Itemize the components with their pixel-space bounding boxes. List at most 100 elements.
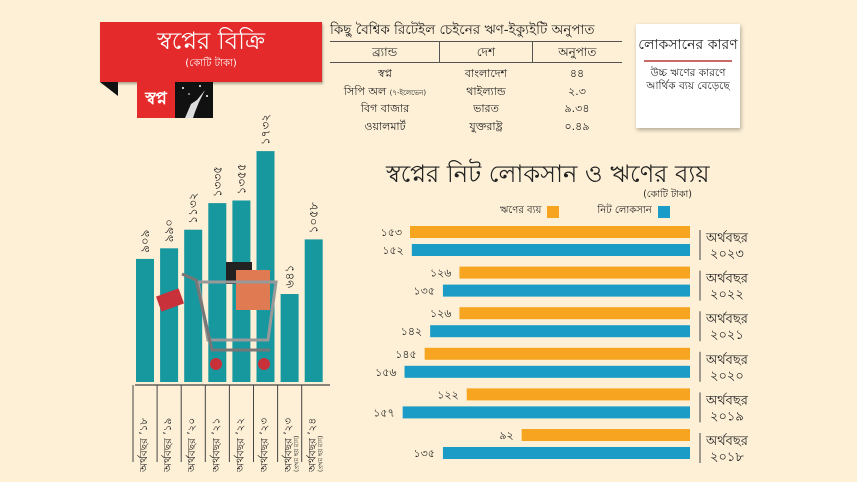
net-loss-value-label: ১৫৬ (375, 366, 396, 379)
sales-category-label: অর্থবছর ’১৮ (137, 418, 150, 473)
debt-cost-value-label: ১২২ (437, 388, 458, 401)
year-label-line2: ২০১৯ (710, 409, 744, 424)
sales-bar (256, 151, 275, 382)
sales-category-label: অর্থবছর ’২১ (209, 418, 222, 473)
year-label-line1: অর্থবছর (705, 230, 749, 246)
sales-value-label: ১১৩২ (186, 193, 200, 224)
net-loss-value-label: ১৩৫ (414, 285, 435, 298)
table-body: স্বপ্ন বাংলাদেশ ৪৪ সিপি অল (৭-ইলেভেন) থাইল্… (330, 63, 622, 136)
year-label-line1: অর্থবছর (705, 392, 749, 408)
legend-label-net-loss: নিট লোকসান (597, 205, 652, 216)
year-label-line1: অর্থবছর (705, 352, 749, 368)
legend: ঋণের ব্যয় নিট লোকসান (500, 203, 670, 220)
sales-value-label: ৯৯০ (162, 219, 176, 242)
sales-category-note: (প্রথম ছয় মাস) (318, 436, 325, 472)
cell-country: বাংলাদেশ (464, 67, 508, 80)
loss-chart-unit: (কোটি টাকা) (643, 189, 692, 200)
loss-reason-divider (644, 60, 732, 62)
year-label-line2: ২০১৮ (710, 450, 744, 465)
net-loss-value-label: ১৪২ (401, 325, 422, 338)
cell-ratio: ৪৪ (569, 67, 585, 80)
loss-bar-chart: ১৫৩১৫২অর্থবছর২০২৩১২৬১৩৫অর্থবছর২০২২১২৬১৪২… (373, 226, 749, 465)
year-label-line2: ২০২২ (710, 288, 744, 303)
net-loss-bar (442, 284, 690, 297)
sales-value-label: ১০৫৮ (307, 202, 321, 233)
sales-bar (208, 203, 227, 382)
cell-brand: সিপি অল (৭-ইলেভেন) (330, 84, 440, 102)
sales-category-label: অর্থবছর ’২৪ (306, 418, 319, 473)
table-rule (330, 41, 622, 42)
cell-brand: স্বপ্ন (330, 66, 440, 84)
table-row: স্বপ্ন বাংলাদেশ ৪৪ (330, 66, 622, 84)
debt-cost-value-label: ১২৬ (430, 307, 451, 320)
header-country: দেশ (439, 42, 533, 62)
year-label-line1: অর্থবছর (705, 271, 749, 287)
sales-bar-chart: ৯০৯ অর্থবছর ’১৮ ৯৯০ অর্থবছর ’১৯ ১১৩২ অর্থবছর … (132, 114, 330, 473)
year-label-line1: অর্থবছর (705, 311, 749, 327)
red-bag (155, 288, 185, 312)
debt-cost-bar (466, 388, 690, 401)
net-loss-value-label: ১৩৫ (414, 447, 435, 460)
year-label-line2: ২০২১ (710, 328, 744, 343)
net-loss-bar (430, 325, 690, 338)
cart-wheel (210, 358, 222, 370)
shopping-bag (236, 270, 270, 310)
debt-cost-bar (459, 307, 690, 320)
sales-category-label: অর্থবছর ’১৯ (161, 418, 174, 473)
brand-name: বিগ বাজার (360, 102, 410, 115)
table-header-row: ব্র্যান্ড দেশ অনুপাত (330, 42, 622, 63)
cart-wheel (258, 358, 270, 370)
sales-category-note: (প্রথম ছয় মাস) (294, 436, 301, 472)
header-brand: ব্র্যান্ড (372, 45, 398, 59)
brand-note: (৭-ইলেভেন) (389, 88, 427, 97)
year-label-line2: ২০২৩ (710, 247, 744, 262)
cart-frame (181, 272, 270, 352)
debt-cost-bar (459, 266, 690, 279)
logo-text: স্বপ্ন (137, 82, 175, 118)
cell-country: যুক্তরাষ্ট্র (469, 119, 503, 133)
debt-cost-value-label: ১৫৩ (381, 226, 402, 239)
header-ratio: অনুপাত (558, 45, 597, 59)
cell-country: ভারত (473, 102, 499, 115)
banner-fold (100, 82, 118, 96)
loss-chart-title: স্বপ্নের নিট লোকসান ও ঋণের ব্যয় (386, 160, 710, 188)
sales-category-label: অর্থবছর ’২২ (233, 418, 246, 473)
cell-brand: বিগ বাজার (330, 101, 440, 119)
sales-bar (160, 248, 179, 382)
loss-reason-box: লোকসানের কারণ উচ্চ ঋণের কারণে আর্থিক ব্য… (636, 24, 740, 128)
net-loss-value-label: ১৫২ (382, 244, 403, 257)
year-label-line2: ২০২০ (710, 369, 744, 384)
logo-image (175, 82, 213, 118)
cell-ratio: ৯.৩৪ (564, 102, 590, 115)
year-label-line1: অর্থবছর (705, 433, 749, 449)
debt-cost-bar (424, 347, 690, 360)
shwapno-logo: স্বপ্ন (137, 82, 213, 118)
loss-reason-body: উচ্চ ঋণের কারণে আর্থিক ব্যয় বেড়েছে (646, 67, 730, 92)
sales-bar (304, 239, 323, 382)
debt-cost-value-label: ১২৬ (430, 267, 451, 280)
cell-ratio: ০.৪৯ (564, 119, 590, 133)
sales-value-label: ১৭৩২ (259, 114, 273, 145)
brand-name: স্বপ্ন (378, 67, 392, 80)
debt-cost-value-label: ১৪৫ (395, 348, 416, 361)
table-row: ওয়ালমার্ট যুক্তরাষ্ট্র ০.৪৯ (330, 119, 622, 137)
debt-cost-bar (410, 226, 690, 238)
sales-value-label: ১৩৫৫ (234, 163, 248, 194)
net-loss-bar (402, 406, 690, 419)
cell-brand: ওয়ালমার্ট (330, 119, 440, 137)
brand-name: ওয়ালমার্ট (364, 119, 406, 133)
sales-category-label: অর্থবছর ’২৩ (258, 418, 271, 473)
debt-cost-bar (521, 429, 690, 441)
sales-category-label: অর্থবছর ’২০ (185, 418, 198, 473)
table-title: কিছু বৈশ্বিক রিটেইল চেইনের ঋণ-ইক্যুইটি অ… (330, 22, 595, 38)
sales-unit: (কোটি টাকা) (185, 58, 237, 69)
sales-bar (136, 258, 154, 382)
legend-swatch-debt-cost (547, 205, 560, 218)
net-loss-bar (404, 365, 690, 378)
net-loss-bar (411, 244, 690, 256)
sales-bar (280, 294, 299, 382)
sales-value-label: ৯০৯ (138, 230, 152, 253)
table-row: বিগ বাজার ভারত ৯.৩৪ (330, 101, 622, 119)
sales-bar (184, 229, 203, 382)
